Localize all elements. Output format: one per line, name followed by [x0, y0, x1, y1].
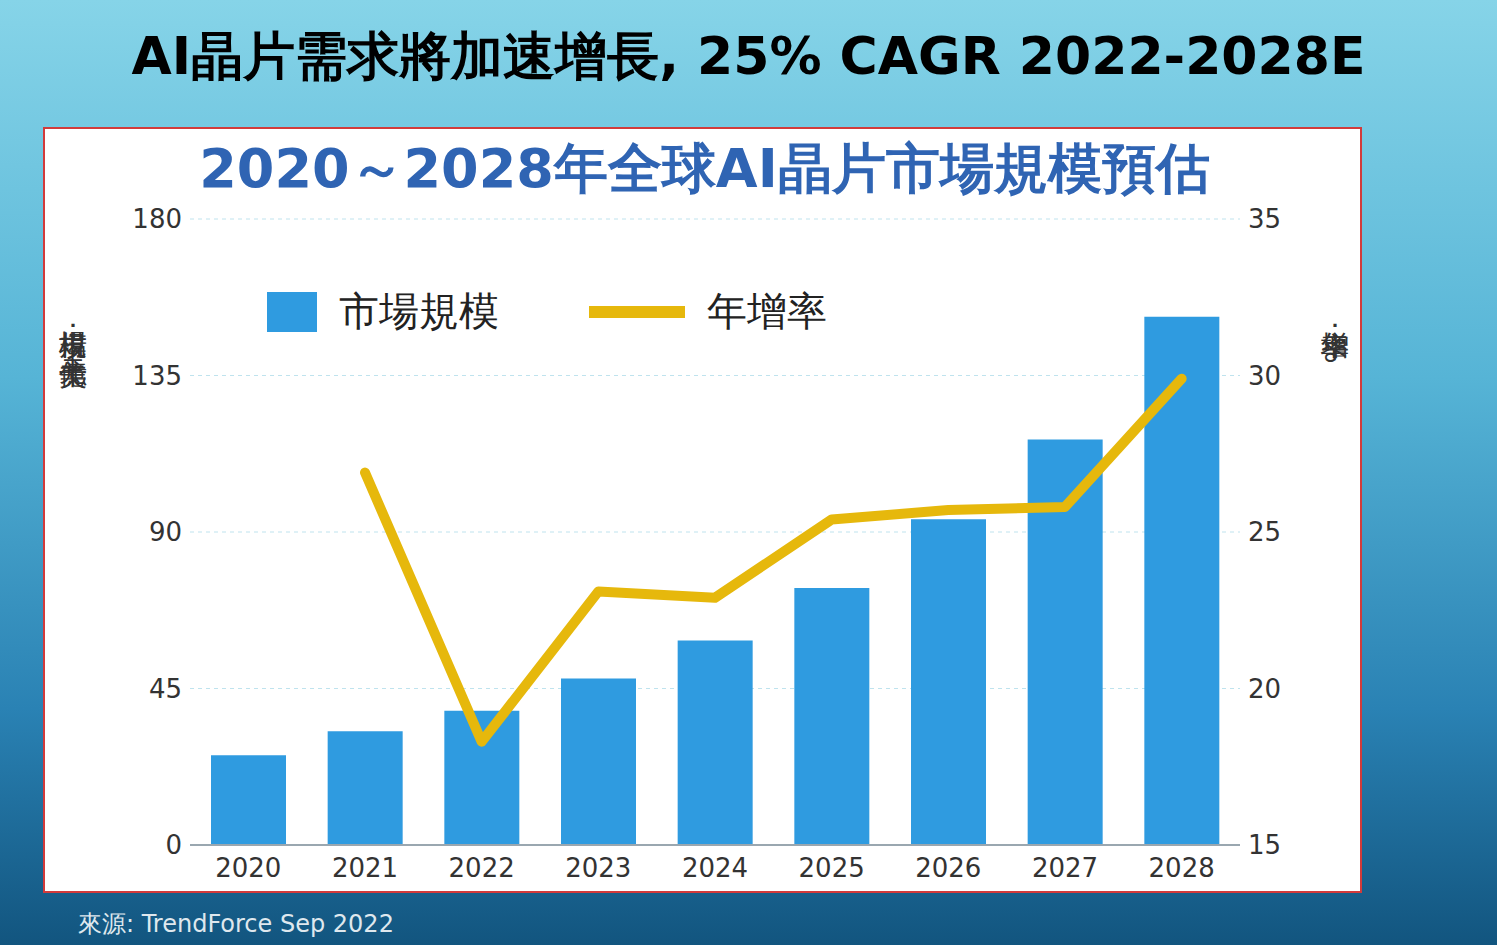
- svg-text:2028: 2028: [1149, 853, 1215, 883]
- svg-text:20: 20: [1248, 674, 1281, 704]
- html-text:市場規模：十億美元: 市場規模：十億美元: [56, 309, 89, 337]
- svg-text:2023: 2023: [565, 853, 631, 883]
- svg-text:2026: 2026: [915, 853, 981, 883]
- svg-text:180: 180: [132, 204, 182, 234]
- svg-text:90: 90: [149, 517, 182, 547]
- svg-text:45: 45: [149, 674, 182, 704]
- html-text:來源: TrendForce Sep 2022: 來源: TrendForce Sep 2022: [78, 910, 394, 938]
- svg-text:2027: 2027: [1032, 853, 1098, 883]
- svg-text:135: 135: [132, 361, 182, 391]
- html-text:AI晶片需求將加速增長, 25% CAGR 2022-202: AI晶片需求將加速增長, 25% CAGR 2022-2028E: [131, 26, 1366, 86]
- svg-text:25: 25: [1248, 517, 1281, 547]
- html-text:2020～2028年全球AI晶片市場規模預估: 2020～2028年全球AI晶片市場規模預估: [199, 137, 1210, 200]
- html-text:年增率: 年增率: [707, 288, 827, 334]
- svg-text:0: 0: [165, 830, 182, 860]
- svg-text:2021: 2021: [332, 853, 398, 883]
- html-text:市場規模: 市場規模: [339, 288, 499, 334]
- html-text:年增率：%: 年增率：%: [1318, 309, 1351, 364]
- svg-text:2022: 2022: [449, 853, 515, 883]
- svg-text:2020: 2020: [215, 853, 281, 883]
- svg-text:2025: 2025: [799, 853, 865, 883]
- svg-text:35: 35: [1248, 204, 1281, 234]
- svg-text:2024: 2024: [682, 853, 748, 883]
- svg-text:15: 15: [1248, 830, 1281, 860]
- svg-text:30: 30: [1248, 361, 1281, 391]
